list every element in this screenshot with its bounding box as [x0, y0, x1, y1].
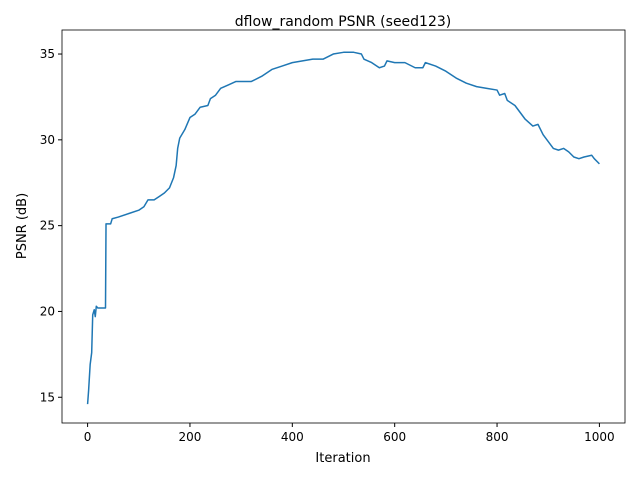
y-axis-label: PSNR (dB): [15, 193, 30, 259]
x-tick-label: 200: [179, 430, 202, 444]
chart-title: dflow_random PSNR (seed123): [235, 14, 452, 30]
y-tick-label: 30: [40, 133, 55, 147]
y-tick-label: 25: [40, 219, 55, 233]
x-tick-label: 0: [84, 430, 92, 444]
x-tick-label: 400: [281, 430, 304, 444]
y-tick-label: 20: [40, 304, 55, 318]
data-line: [86, 51, 600, 405]
y-tick-label: 35: [40, 47, 55, 61]
x-tick-label: 600: [383, 430, 406, 444]
x-axis-label: Iteration: [315, 451, 370, 466]
x-tick-label: 1000: [584, 430, 615, 444]
x-tick-label: 800: [486, 430, 509, 444]
plot-frame: [61, 29, 626, 424]
y-tick-label: 15: [40, 390, 55, 404]
